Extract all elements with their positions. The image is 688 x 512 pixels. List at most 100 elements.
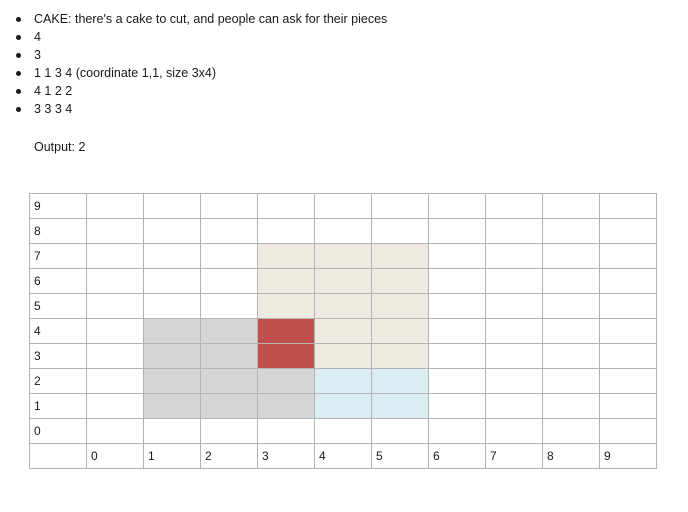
- bullet-dot-icon: [16, 71, 21, 76]
- column-label: 5: [371, 443, 429, 469]
- grid-cell: [599, 368, 657, 394]
- row-label: 8: [29, 218, 87, 244]
- grid-cell: [542, 218, 600, 244]
- grid-row: 3: [29, 343, 657, 369]
- grid-cell: [599, 268, 657, 294]
- row-label: 5: [29, 293, 87, 319]
- grid-cell: [371, 218, 429, 244]
- grid-cell: [143, 293, 201, 319]
- grid-cell: [428, 293, 486, 319]
- row-label: 1: [29, 393, 87, 419]
- grid-cell-cream: [314, 243, 372, 269]
- grid-cell-gray: [143, 343, 201, 369]
- row-label: 3: [29, 343, 87, 369]
- grid-cell-red: [257, 318, 315, 344]
- column-label: 7: [485, 443, 543, 469]
- grid-cell-cream: [314, 343, 372, 369]
- grid-cell-cream: [371, 268, 429, 294]
- bullet-item: 3: [14, 46, 387, 64]
- grid-cell-cream: [257, 243, 315, 269]
- grid-cell-gray: [143, 368, 201, 394]
- grid-row: 9: [29, 193, 657, 219]
- grid-cell: [314, 418, 372, 444]
- grid-cell: [485, 293, 543, 319]
- grid-cell: [314, 193, 372, 219]
- bullet-dot-icon: [16, 35, 21, 40]
- grid-cell: [542, 243, 600, 269]
- grid-row: 1: [29, 393, 657, 419]
- grid-cell-cream: [371, 243, 429, 269]
- bullet-dot-icon: [16, 53, 21, 58]
- grid-cell: [542, 268, 600, 294]
- grid-cell: [599, 343, 657, 369]
- grid-cell: [428, 368, 486, 394]
- grid-cell: [599, 293, 657, 319]
- grid-cell-gray: [200, 368, 258, 394]
- grid-cell-blue: [314, 368, 372, 394]
- grid-cell: [143, 268, 201, 294]
- bullet-list: CAKE: there's a cake to cut, and people …: [14, 10, 387, 118]
- grid-cell: [428, 418, 486, 444]
- grid-row: 8: [29, 218, 657, 244]
- grid-cell-red: [257, 343, 315, 369]
- grid-cell: [257, 218, 315, 244]
- grid-cell-cream: [371, 318, 429, 344]
- grid-cell: [371, 193, 429, 219]
- bullet-item-title: CAKE: there's a cake to cut, and people …: [14, 10, 387, 28]
- grid-cell: [428, 318, 486, 344]
- grid-cell-gray: [257, 368, 315, 394]
- grid-cell: [428, 193, 486, 219]
- grid-cell: [599, 218, 657, 244]
- grid-cell: [86, 318, 144, 344]
- column-label: 0: [86, 443, 144, 469]
- grid-cell: [200, 418, 258, 444]
- grid-cell: [86, 243, 144, 269]
- grid-cell: [86, 293, 144, 319]
- grid-cell: [428, 393, 486, 419]
- grid-cell: [599, 418, 657, 444]
- grid-cell: [542, 193, 600, 219]
- grid-cell: [542, 418, 600, 444]
- grid-cell: [485, 193, 543, 219]
- column-label: 9: [599, 443, 657, 469]
- grid-cell-cream: [371, 343, 429, 369]
- grid-cell: [86, 343, 144, 369]
- grid-cell: [485, 393, 543, 419]
- grid-cell: [485, 318, 543, 344]
- column-label: 3: [257, 443, 315, 469]
- grid-cell-cream: [314, 318, 372, 344]
- column-label: 4: [314, 443, 372, 469]
- corner-cell: [29, 443, 87, 469]
- grid-cell: [485, 218, 543, 244]
- bullet-dot-icon: [16, 17, 21, 22]
- grid-cell: [143, 418, 201, 444]
- row-label: 2: [29, 368, 87, 394]
- grid-cell: [143, 193, 201, 219]
- grid-cell-gray: [200, 318, 258, 344]
- grid-cell-cream: [314, 293, 372, 319]
- grid-cell: [200, 193, 258, 219]
- row-label: 6: [29, 268, 87, 294]
- grid-cell: [542, 368, 600, 394]
- grid-row: 0: [29, 418, 657, 444]
- grid-cell: [542, 343, 600, 369]
- grid-cell: [86, 418, 144, 444]
- grid-row: 6: [29, 268, 657, 294]
- grid-cell: [257, 193, 315, 219]
- grid-cell: [86, 193, 144, 219]
- grid-cell: [599, 318, 657, 344]
- grid-cell: [86, 393, 144, 419]
- grid-cell: [86, 368, 144, 394]
- column-label: 6: [428, 443, 486, 469]
- grid-cell: [86, 218, 144, 244]
- grid-cell: [86, 268, 144, 294]
- grid-cell: [143, 243, 201, 269]
- grid-cell-blue: [371, 393, 429, 419]
- output-text: Output: 2: [34, 140, 86, 154]
- grid-cell: [542, 293, 600, 319]
- grid-cell: [200, 268, 258, 294]
- grid-cell-blue: [314, 393, 372, 419]
- grid-cell: [485, 243, 543, 269]
